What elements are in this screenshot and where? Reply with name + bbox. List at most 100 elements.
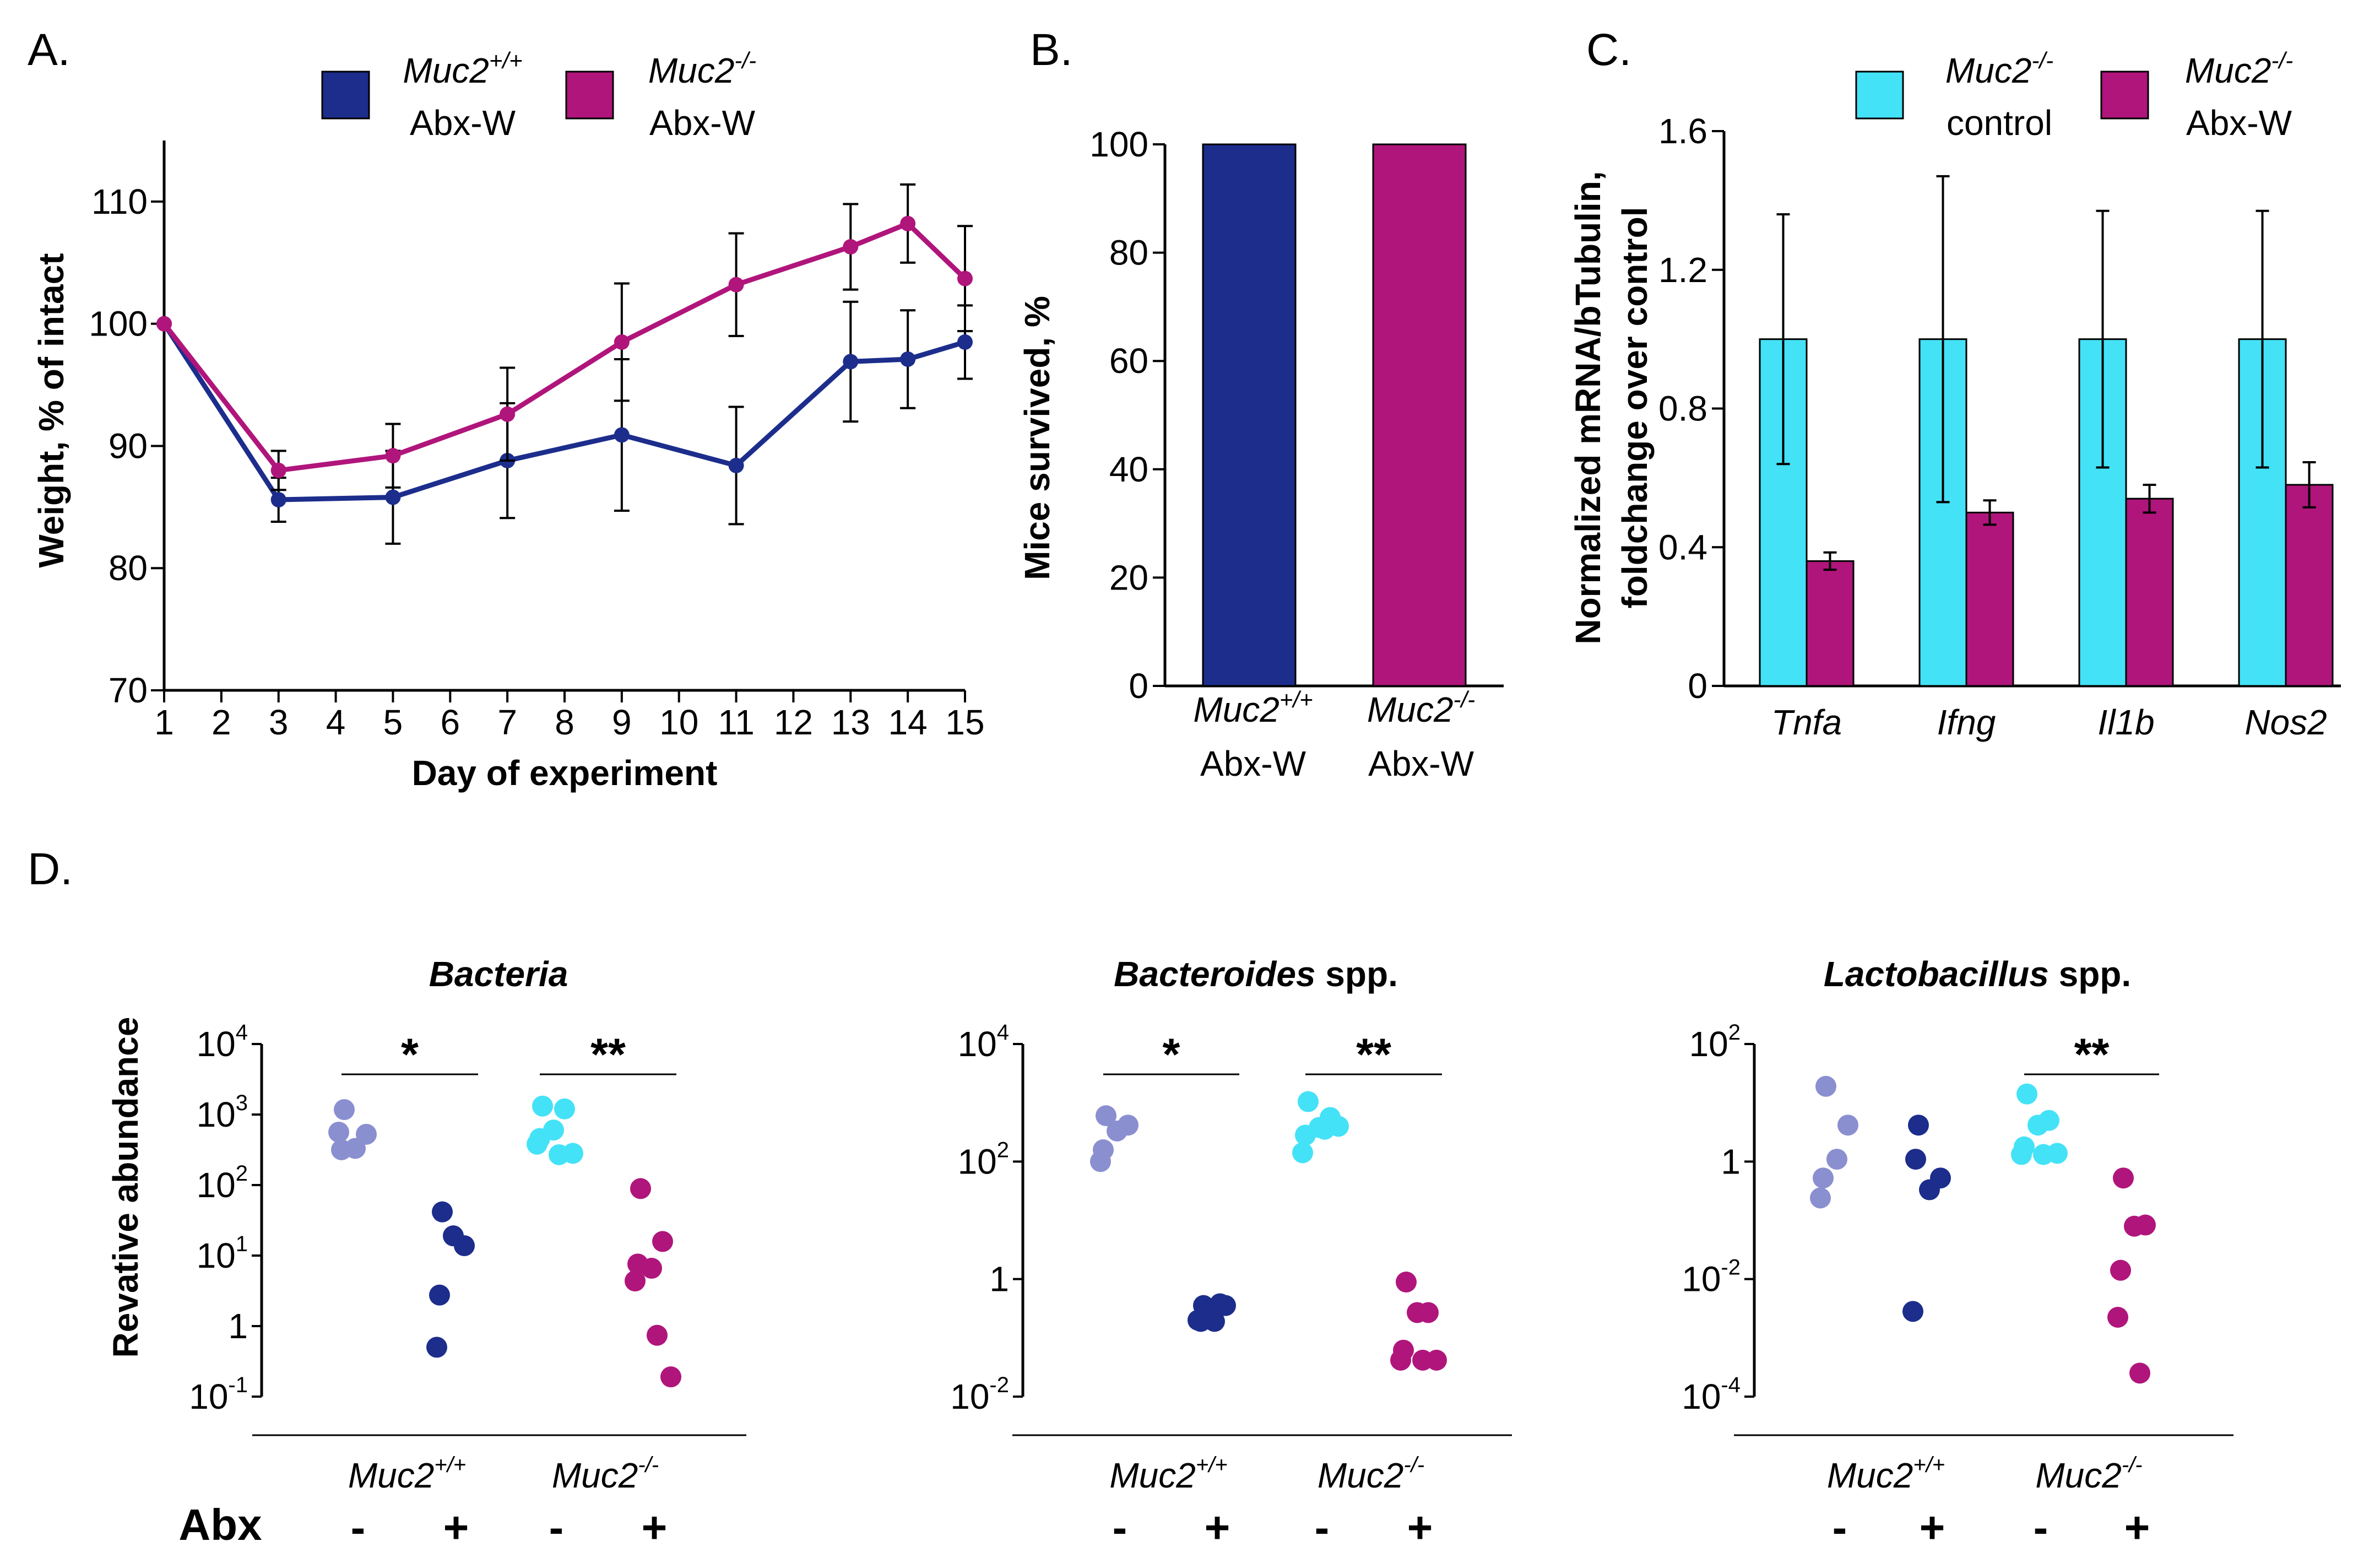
a-ytick-label: 80 bbox=[109, 548, 148, 588]
a-xtick-label: 6 bbox=[440, 702, 460, 742]
d-dot bbox=[627, 1253, 648, 1275]
d-dot bbox=[328, 1122, 349, 1143]
d-dot-group-2 bbox=[426, 1201, 475, 1358]
panel-c-ylabel-line2: foldchange over control bbox=[1615, 207, 1655, 609]
d-dot bbox=[432, 1201, 453, 1223]
d-dot bbox=[2027, 1115, 2048, 1136]
d-ytick-label: 10-4 bbox=[1682, 1373, 1741, 1416]
a-xtick-label: 13 bbox=[831, 702, 870, 742]
d-abx-sign: - bbox=[1113, 1503, 1127, 1552]
d-dot-group-4 bbox=[1390, 1272, 1447, 1371]
a-xtick-label: 9 bbox=[612, 702, 632, 742]
legend-label-wt: Muc2+/+ bbox=[403, 47, 522, 90]
a-point bbox=[843, 239, 859, 255]
d-abx-sign: + bbox=[1920, 1503, 1945, 1552]
d-dot bbox=[2016, 1083, 2037, 1105]
a-ytick-label: 100 bbox=[89, 304, 148, 344]
b-ytick-label: 20 bbox=[1109, 558, 1148, 597]
d-dot bbox=[2113, 1167, 2134, 1189]
a-xtick-label: 10 bbox=[659, 702, 698, 742]
d-dot-group-2 bbox=[1902, 1115, 1951, 1322]
d-ytick-label: 102 bbox=[958, 1138, 1009, 1181]
d-abx-sign: + bbox=[443, 1503, 469, 1552]
legend-label-wt-line2: Abx-W bbox=[410, 103, 516, 143]
d-dot bbox=[554, 1098, 575, 1119]
panel-b-xtick-wt-line2: Abx-W bbox=[1200, 744, 1306, 783]
a-point bbox=[957, 271, 973, 286]
d-ytick-label: 101 bbox=[197, 1232, 248, 1275]
legend-swatch-wt bbox=[321, 71, 370, 120]
d-dot bbox=[1919, 1179, 1940, 1200]
d-dot bbox=[331, 1139, 352, 1160]
d-dot-group-2 bbox=[1188, 1293, 1236, 1332]
a-point bbox=[614, 427, 630, 443]
panel-a-legend: Muc2+/+ Abx-W Muc2-/- Abx-W bbox=[321, 47, 756, 143]
panel-d: D. Revative abundance Abx Bacteria 10-1 1 1… bbox=[28, 844, 2233, 1552]
d-dot bbox=[1328, 1116, 1349, 1137]
d-genotype-label: Muc2+/+ bbox=[1827, 1453, 1945, 1495]
d-ytick-label: 104 bbox=[958, 1020, 1009, 1064]
a-xtick-label: 7 bbox=[497, 702, 517, 742]
d-dot bbox=[1426, 1349, 1447, 1371]
c-ytick-label: 0.8 bbox=[1658, 389, 1707, 429]
d-dot bbox=[1390, 1349, 1411, 1371]
d-dot bbox=[1902, 1301, 1923, 1322]
a-xtick-label: 15 bbox=[945, 702, 984, 742]
legend-label-abxw: Muc2-/- bbox=[2185, 47, 2293, 90]
c-bar-abxw bbox=[2285, 484, 2334, 687]
c-xtick-label: Ifng bbox=[1937, 702, 1996, 742]
d-dot bbox=[1905, 1149, 1926, 1170]
d-subplot-2: Bacteroides spp. 10-2 1 102 104 Muc2+/+ Muc2-/… bbox=[950, 954, 1512, 1552]
panel-b-label: B. bbox=[1030, 25, 1072, 75]
d-dot bbox=[1813, 1167, 1834, 1189]
b-ytick-label: 0 bbox=[1129, 666, 1148, 706]
a-point bbox=[614, 334, 630, 350]
c-xtick-label: Il1b bbox=[2097, 702, 2154, 742]
d-dot-group-1 bbox=[328, 1099, 377, 1160]
b-ytick-label: 100 bbox=[1089, 125, 1148, 164]
d-ytick-label: 10-2 bbox=[1682, 1256, 1741, 1299]
d-dot bbox=[1298, 1091, 1319, 1112]
d-abx-sign: + bbox=[1407, 1503, 1433, 1552]
d-dot bbox=[647, 1324, 668, 1346]
a-point bbox=[385, 448, 401, 464]
a-point bbox=[500, 406, 516, 422]
d-dot bbox=[630, 1178, 651, 1199]
a-point bbox=[270, 462, 286, 478]
panel-a-series bbox=[156, 183, 973, 545]
a-series-wt bbox=[156, 300, 973, 545]
d-abx-sign: + bbox=[2124, 1503, 2150, 1552]
a-xtick-label: 3 bbox=[269, 702, 289, 742]
d-abx-sign: - bbox=[549, 1503, 564, 1552]
b-bar-ko bbox=[1372, 143, 1467, 687]
d-dot-group-4 bbox=[2107, 1167, 2156, 1384]
a-ytick-label: 110 bbox=[91, 182, 148, 221]
d-dot-group-4 bbox=[625, 1178, 681, 1388]
d-genotype-label: Muc2+/+ bbox=[348, 1453, 466, 1495]
d-dot bbox=[532, 1095, 553, 1117]
d-dot bbox=[2011, 1144, 2032, 1165]
c-ytick-label: 0 bbox=[1688, 666, 1707, 706]
a-point bbox=[957, 334, 973, 350]
a-series-ko bbox=[156, 183, 973, 491]
d-dot bbox=[1210, 1293, 1230, 1315]
legend-swatch-abxw bbox=[2100, 71, 2149, 120]
d-ytick-label: 102 bbox=[197, 1161, 248, 1205]
d-dot bbox=[429, 1284, 450, 1306]
d-abx-sign: - bbox=[2034, 1503, 2048, 1552]
panel-b: B. 0 20 40 60 80 100 Mice survived, % Muc2+/+… bbox=[1017, 25, 1504, 783]
a-xtick-label: 11 bbox=[718, 702, 754, 742]
panel-a-ylabel: Weight, % of intact bbox=[31, 253, 71, 567]
c-ytick-label: 1.6 bbox=[1658, 111, 1707, 151]
d-abx-sign: - bbox=[351, 1503, 366, 1552]
d-dot bbox=[426, 1337, 447, 1358]
d-genotype-label: Muc2-/- bbox=[2035, 1453, 2142, 1495]
a-point bbox=[843, 354, 859, 370]
c-bar-abxw bbox=[2125, 497, 2174, 687]
d-abx-sign: - bbox=[1833, 1503, 1847, 1552]
d-genotype-label: Muc2-/- bbox=[1318, 1453, 1424, 1495]
d-dot bbox=[1090, 1151, 1111, 1172]
d-dot-group-3 bbox=[527, 1095, 583, 1165]
c-xtick-label: Tnfa bbox=[1771, 702, 1842, 742]
